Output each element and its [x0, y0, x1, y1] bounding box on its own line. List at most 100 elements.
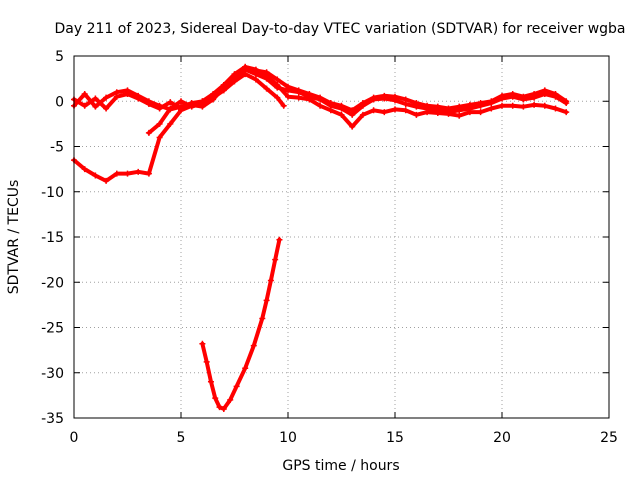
data-point — [509, 102, 516, 109]
data-point — [145, 98, 152, 105]
y-tick-label: -30 — [41, 366, 64, 382]
series-track-e — [145, 71, 287, 136]
data-point — [135, 92, 142, 99]
y-tick-label: -15 — [41, 230, 64, 246]
data-point — [233, 383, 240, 390]
data-point — [413, 100, 420, 107]
data-point — [424, 102, 431, 109]
data-point — [81, 91, 88, 98]
data-point — [220, 81, 227, 88]
data-point — [295, 87, 302, 94]
data-point — [424, 109, 431, 116]
data-point — [392, 106, 398, 113]
data-point — [381, 109, 388, 116]
y-tick-label: 0 — [55, 94, 64, 110]
series-trace — [200, 237, 282, 411]
data-point — [156, 102, 163, 109]
y-axis-title: SDTVAR / TECUs — [6, 180, 22, 295]
series-track-a — [71, 66, 570, 118]
data-point — [499, 92, 505, 99]
data-point — [103, 94, 110, 101]
data-point — [199, 100, 206, 107]
data-point — [259, 315, 266, 322]
data-point — [81, 102, 88, 109]
data-point — [178, 107, 184, 114]
data-point — [413, 111, 420, 118]
data-point — [156, 120, 163, 127]
data-point — [280, 102, 287, 109]
data-point — [167, 120, 174, 127]
data-point — [178, 98, 184, 105]
data-point — [220, 405, 227, 412]
data-point — [285, 83, 291, 90]
data-point — [552, 105, 559, 112]
data-point — [92, 172, 99, 179]
y-tick-label: -10 — [41, 185, 64, 201]
data-point — [434, 110, 441, 117]
data-point — [466, 109, 473, 116]
data-point — [135, 168, 142, 175]
grid — [74, 56, 609, 418]
data-point — [81, 166, 88, 173]
data-point — [349, 107, 356, 114]
y-tick-label: -35 — [41, 411, 64, 427]
y-tick-label: 5 — [55, 49, 64, 65]
data-point — [434, 103, 441, 110]
data-point — [381, 92, 388, 99]
data-point — [220, 87, 227, 94]
data-point — [203, 358, 210, 365]
series-trace — [146, 72, 286, 135]
data-point — [488, 105, 495, 112]
data-point — [520, 93, 527, 100]
data-point — [402, 107, 409, 114]
data-point — [212, 395, 219, 402]
data-point — [370, 94, 377, 101]
series-trace — [72, 64, 569, 183]
data-point — [338, 102, 345, 109]
data-point — [466, 101, 473, 108]
data-point — [541, 87, 548, 94]
data-point — [167, 105, 174, 112]
data-point — [488, 98, 495, 105]
data-point — [276, 236, 283, 243]
data-point — [456, 112, 463, 119]
data-point — [563, 98, 570, 105]
x-axis-title: GPS time / hours — [282, 458, 399, 474]
data-point — [274, 94, 281, 101]
data-point — [252, 66, 259, 73]
data-point — [509, 91, 516, 98]
tick-labels: 0 5 10 15 20 25 5 0 -5 -10 -15 -20 -25 -30 -35 — [41, 49, 618, 446]
data-point — [541, 102, 548, 109]
data-point — [499, 102, 505, 109]
data-point — [531, 101, 538, 108]
data-point — [199, 340, 206, 347]
data-point — [317, 94, 324, 101]
data-points — [71, 63, 570, 412]
data-point — [359, 100, 366, 107]
series-track-d — [199, 236, 283, 412]
x-tick-label: 20 — [493, 430, 511, 446]
data-point — [231, 78, 238, 85]
data-point — [242, 365, 249, 372]
data-point — [445, 105, 452, 112]
x-tick-label: 25 — [600, 430, 618, 446]
data-point — [317, 102, 324, 109]
data-point — [263, 297, 270, 304]
data-point — [477, 109, 484, 116]
x-tick-label: 10 — [279, 430, 297, 446]
data-point — [103, 177, 110, 184]
data-point — [520, 103, 527, 110]
y-tick-label: -25 — [41, 321, 64, 337]
data-point — [531, 91, 538, 98]
data-point — [359, 111, 366, 118]
data-point — [263, 85, 270, 92]
data-point — [124, 170, 131, 177]
data-point — [103, 105, 110, 112]
data-point — [92, 95, 99, 102]
x-tick-label: 0 — [70, 430, 79, 446]
data-point — [392, 93, 398, 100]
data-point — [477, 100, 484, 107]
data-point — [227, 396, 234, 403]
data-point — [113, 89, 120, 96]
plot-frame — [73, 55, 610, 419]
